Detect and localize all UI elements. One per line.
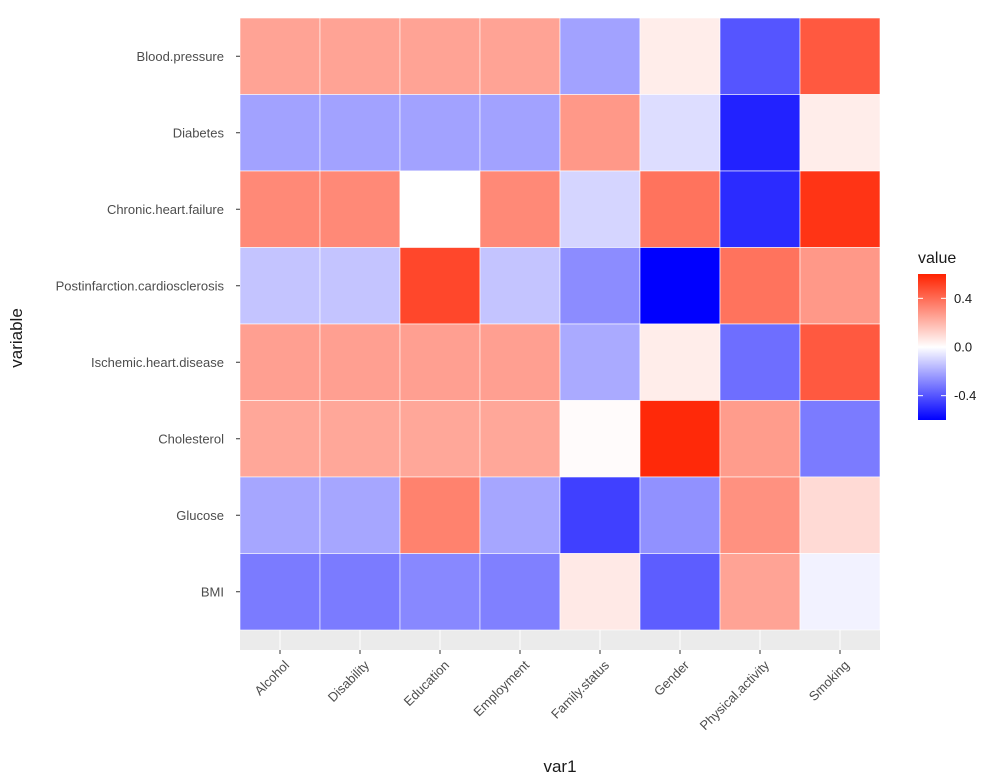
legend-tick-label: -0.4 — [954, 388, 976, 403]
heatmap-cell-Chronic.heart.failure-Family.status — [559, 170, 641, 248]
heatmap-cell-Diabetes-Alcohol — [239, 94, 321, 172]
heatmap-cell-Cholesterol-Smoking — [799, 400, 881, 478]
heatmap-cell-Chronic.heart.failure-Disability — [319, 170, 401, 248]
heatmap-cell-BMI-Education — [399, 553, 481, 631]
heatmap-cell-Cholesterol-Education — [399, 400, 481, 478]
heatmap-cell-BMI-Physical.activity — [719, 553, 801, 631]
heatmap-cell-Ischemic.heart.disease-Smoking — [799, 323, 881, 401]
heatmap-cell-Postinfarction.cardiosclerosis-Alcohol — [239, 247, 321, 325]
legend-tick-label: 0.4 — [954, 291, 972, 306]
heatmap-cell-Ischemic.heart.disease-Alcohol — [239, 323, 321, 401]
x-tick-label-Employment: Employment — [470, 657, 532, 719]
heatmap-cell-Blood.pressure-Family.status — [559, 17, 641, 95]
heatmap-cell-Cholesterol-Physical.activity — [719, 400, 801, 478]
heatmap-cell-Cholesterol-Disability — [319, 400, 401, 478]
heatmap-tiles — [239, 17, 881, 631]
heatmap-cell-Blood.pressure-Alcohol — [239, 17, 321, 95]
heatmap-cell-Glucose-Gender — [639, 476, 721, 554]
heatmap-cell-Diabetes-Disability — [319, 94, 401, 172]
x-tick-label-Gender: Gender — [651, 657, 693, 699]
heatmap-cell-Postinfarction.cardiosclerosis-Smoking — [799, 247, 881, 325]
y-tick-label-Cholesterol: Cholesterol — [158, 431, 224, 446]
heatmap-cell-Cholesterol-Gender — [639, 400, 721, 478]
heatmap-cell-BMI-Family.status — [559, 553, 641, 631]
heatmap-cell-Postinfarction.cardiosclerosis-Gender — [639, 247, 721, 325]
heatmap-cell-Diabetes-Physical.activity — [719, 94, 801, 172]
heatmap-cell-Ischemic.heart.disease-Education — [399, 323, 481, 401]
heatmap-cell-Postinfarction.cardiosclerosis-Education — [399, 247, 481, 325]
heatmap-cell-Postinfarction.cardiosclerosis-Physical.activity — [719, 247, 801, 325]
heatmap-cell-Postinfarction.cardiosclerosis-Family.status — [559, 247, 641, 325]
heatmap-cell-Postinfarction.cardiosclerosis-Disability — [319, 247, 401, 325]
y-tick-label-Postinfarction.cardiosclerosis: Postinfarction.cardiosclerosis — [56, 278, 225, 293]
heatmap-cell-Chronic.heart.failure-Education — [399, 170, 481, 248]
heatmap-cell-Postinfarction.cardiosclerosis-Employment — [479, 247, 561, 325]
heatmap-cell-Diabetes-Employment — [479, 94, 561, 172]
heatmap-cell-Blood.pressure-Employment — [479, 17, 561, 95]
heatmap-cell-Cholesterol-Family.status — [559, 400, 641, 478]
y-tick-label-Ischemic.heart.disease: Ischemic.heart.disease — [91, 355, 224, 370]
x-tick-label-Disability: Disability — [325, 657, 373, 705]
heatmap-cell-Blood.pressure-Disability — [319, 17, 401, 95]
heatmap-cell-Blood.pressure-Physical.activity — [719, 17, 801, 95]
x-tick-label-Alcohol: Alcohol — [251, 657, 292, 698]
x-axis-ticks: Alcohol Disability Education Employment Fami… — [251, 650, 852, 733]
heatmap-cell-Ischemic.heart.disease-Physical.activity — [719, 323, 801, 401]
heatmap-cell-Chronic.heart.failure-Physical.activity — [719, 170, 801, 248]
heatmap-cell-Cholesterol-Employment — [479, 400, 561, 478]
heatmap-cell-BMI-Disability — [319, 553, 401, 631]
y-axis-ticks: Blood.pressure Diabetes Chronic.heart.fail… — [56, 49, 240, 599]
heatmap-cell-Glucose-Education — [399, 476, 481, 554]
heatmap-cell-Chronic.heart.failure-Gender — [639, 170, 721, 248]
heatmap-cell-Chronic.heart.failure-Alcohol — [239, 170, 321, 248]
y-tick-label-Blood.pressure: Blood.pressure — [137, 49, 224, 64]
heatmap-cell-Blood.pressure-Education — [399, 17, 481, 95]
heatmap-cell-Glucose-Disability — [319, 476, 401, 554]
y-tick-label-Chronic.heart.failure: Chronic.heart.failure — [107, 202, 224, 217]
x-axis-title: var1 — [543, 757, 576, 776]
heatmap-cell-Cholesterol-Alcohol — [239, 400, 321, 478]
heatmap-cell-Chronic.heart.failure-Smoking — [799, 170, 881, 248]
y-tick-label-BMI: BMI — [201, 584, 224, 599]
heatmap-cell-BMI-Smoking — [799, 553, 881, 631]
heatmap-cell-BMI-Alcohol — [239, 553, 321, 631]
heatmap-cell-Glucose-Physical.activity — [719, 476, 801, 554]
x-tick-label-Family.status: Family.status — [548, 657, 612, 721]
heatmap-cell-Glucose-Alcohol — [239, 476, 321, 554]
legend-ticks: 0.4 0.0 -0.4 — [918, 291, 976, 403]
y-axis-title: variable — [7, 308, 26, 368]
heatmap-cell-Glucose-Family.status — [559, 476, 641, 554]
heatmap-cell-Diabetes-Education — [399, 94, 481, 172]
heatmap-cell-Glucose-Employment — [479, 476, 561, 554]
x-tick-label-Education: Education — [401, 658, 452, 709]
heatmap-cell-BMI-Gender — [639, 553, 721, 631]
heatmap-cell-Diabetes-Family.status — [559, 94, 641, 172]
heatmap-cell-Ischemic.heart.disease-Disability — [319, 323, 401, 401]
heatmap-cell-BMI-Employment — [479, 553, 561, 631]
heatmap-cell-Ischemic.heart.disease-Gender — [639, 323, 721, 401]
x-tick-label-Physical.activity: Physical.activity — [697, 657, 773, 733]
heatmap-cell-Chronic.heart.failure-Employment — [479, 170, 561, 248]
heatmap-cell-Blood.pressure-Gender — [639, 17, 721, 95]
legend-tick-label: 0.0 — [954, 340, 972, 355]
x-tick-label-Smoking: Smoking — [806, 658, 852, 704]
heatmap-cell-Ischemic.heart.disease-Family.status — [559, 323, 641, 401]
y-tick-label-Diabetes: Diabetes — [173, 125, 225, 140]
legend: value 0.4 0.0 -0.4 — [918, 250, 976, 420]
heatmap-cell-Glucose-Smoking — [799, 476, 881, 554]
y-tick-label-Glucose: Glucose — [176, 508, 224, 523]
heatmap-cell-Diabetes-Gender — [639, 94, 721, 172]
heatmap-cell-Ischemic.heart.disease-Employment — [479, 323, 561, 401]
heatmap-cell-Blood.pressure-Smoking — [799, 17, 881, 95]
legend-title: value — [918, 250, 956, 267]
heatmap-cell-Diabetes-Smoking — [799, 94, 881, 172]
